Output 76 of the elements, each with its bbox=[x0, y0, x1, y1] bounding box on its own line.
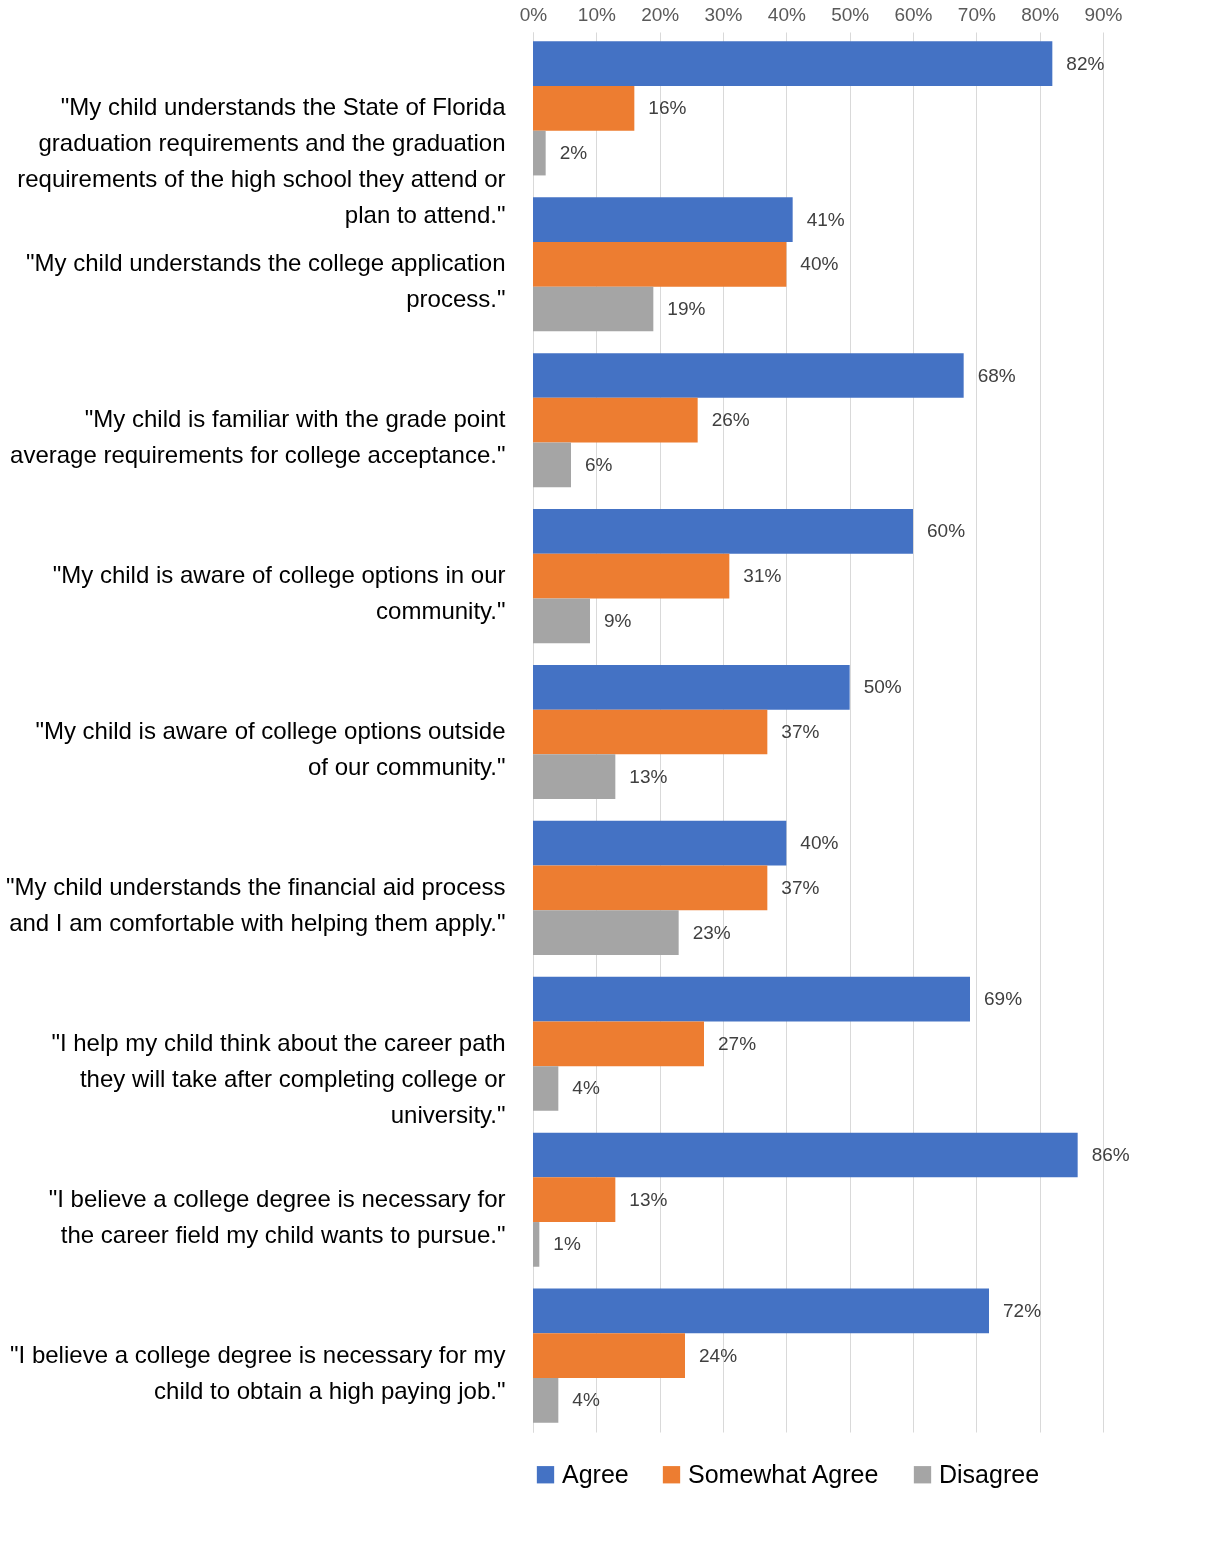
data-label: 40% bbox=[800, 832, 839, 854]
data-label: 4% bbox=[572, 1077, 600, 1099]
data-label: 13% bbox=[629, 1188, 668, 1210]
bar bbox=[533, 353, 964, 398]
bar bbox=[533, 1177, 616, 1223]
bar bbox=[533, 1377, 559, 1423]
data-label: 1% bbox=[553, 1233, 581, 1255]
data-label: 2% bbox=[559, 142, 588, 164]
data-label: 13% bbox=[629, 765, 668, 787]
x-tick-label: 80% bbox=[1021, 3, 1060, 25]
bar bbox=[533, 509, 913, 554]
data-label: 37% bbox=[781, 721, 820, 742]
bar bbox=[533, 286, 654, 332]
bar bbox=[533, 553, 730, 599]
bar bbox=[533, 1021, 704, 1067]
x-tick-label: 40% bbox=[767, 3, 806, 25]
bar bbox=[533, 397, 698, 443]
data-label: 41% bbox=[806, 208, 845, 230]
y-tick-label: "My child is aware of college options in our community." bbox=[52, 561, 506, 625]
data-label: 24% bbox=[699, 1344, 738, 1366]
legend-label: Disagree bbox=[939, 1459, 1040, 1488]
y-tick-label: "I believe a college degree is necessary for the career field my child wants to pursue." bbox=[48, 1184, 506, 1248]
data-label: 31% bbox=[743, 565, 782, 587]
bar bbox=[533, 820, 787, 866]
data-label: 23% bbox=[692, 921, 731, 943]
y-tick-label: "My child is aware of college options outside of our community." bbox=[35, 717, 506, 780]
bar bbox=[533, 1222, 540, 1267]
x-tick-label: 0% bbox=[519, 3, 548, 25]
data-label: 68% bbox=[977, 364, 1016, 386]
bar bbox=[533, 976, 970, 1022]
y-tick-label: "My child is familiar with the grade point average requirements for college acceptance." bbox=[10, 405, 506, 469]
bar bbox=[533, 442, 571, 488]
data-label: 4% bbox=[572, 1389, 600, 1411]
x-tick-label: 90% bbox=[1084, 3, 1123, 25]
bar bbox=[533, 709, 768, 755]
y-tick-label: "I believe a college degree is necessary for my child to obtain a high paying job." bbox=[10, 1340, 506, 1404]
bar bbox=[533, 86, 635, 131]
x-tick-label: 70% bbox=[957, 3, 996, 25]
bar bbox=[533, 910, 679, 955]
legend-label: Somewhat Agree bbox=[688, 1459, 879, 1488]
data-label: 9% bbox=[604, 609, 632, 631]
bar bbox=[533, 197, 793, 242]
y-tick-label: "My child understands the college application process." bbox=[26, 249, 506, 313]
data-label: 16% bbox=[648, 97, 687, 119]
bar bbox=[533, 1132, 1078, 1178]
data-label: 26% bbox=[711, 409, 750, 431]
bar bbox=[533, 130, 546, 176]
bar bbox=[533, 1288, 989, 1334]
x-tick-label: 10% bbox=[577, 3, 616, 25]
bar bbox=[533, 241, 787, 287]
legend-label: Agree bbox=[562, 1459, 629, 1488]
bar bbox=[533, 41, 1053, 87]
data-label: 82% bbox=[1066, 52, 1105, 74]
bar bbox=[533, 664, 850, 710]
data-label: 60% bbox=[927, 520, 966, 542]
x-tick-label: 60% bbox=[894, 3, 933, 25]
y-tick-label: "My child understands the State of Florida graduation requirements and the graduation requirements of the high school they attend or plan to attend." bbox=[17, 93, 507, 229]
y-tick-label: "I help my child think about the career path they will take after completing college or university." bbox=[51, 1028, 506, 1128]
data-label: 69% bbox=[984, 988, 1023, 1010]
data-label: 50% bbox=[863, 676, 902, 698]
data-label: 6% bbox=[585, 453, 613, 475]
x-tick-label: 50% bbox=[831, 3, 870, 25]
x-tick-label: 20% bbox=[641, 3, 680, 25]
y-tick-label: "My child understands the financial aid process and I am comfortable with helping them apply." bbox=[6, 872, 506, 936]
data-label: 40% bbox=[800, 253, 839, 275]
data-label: 27% bbox=[718, 1032, 757, 1054]
data-label: 72% bbox=[1003, 1299, 1042, 1321]
data-label: 37% bbox=[781, 876, 820, 898]
bar bbox=[533, 1066, 559, 1111]
bar bbox=[533, 754, 616, 800]
x-tick-label: 30% bbox=[704, 3, 743, 25]
bar bbox=[533, 1333, 685, 1378]
bar bbox=[533, 598, 590, 644]
data-label: 86% bbox=[1091, 1144, 1130, 1166]
bar bbox=[533, 865, 768, 911]
data-label: 19% bbox=[667, 297, 706, 319]
